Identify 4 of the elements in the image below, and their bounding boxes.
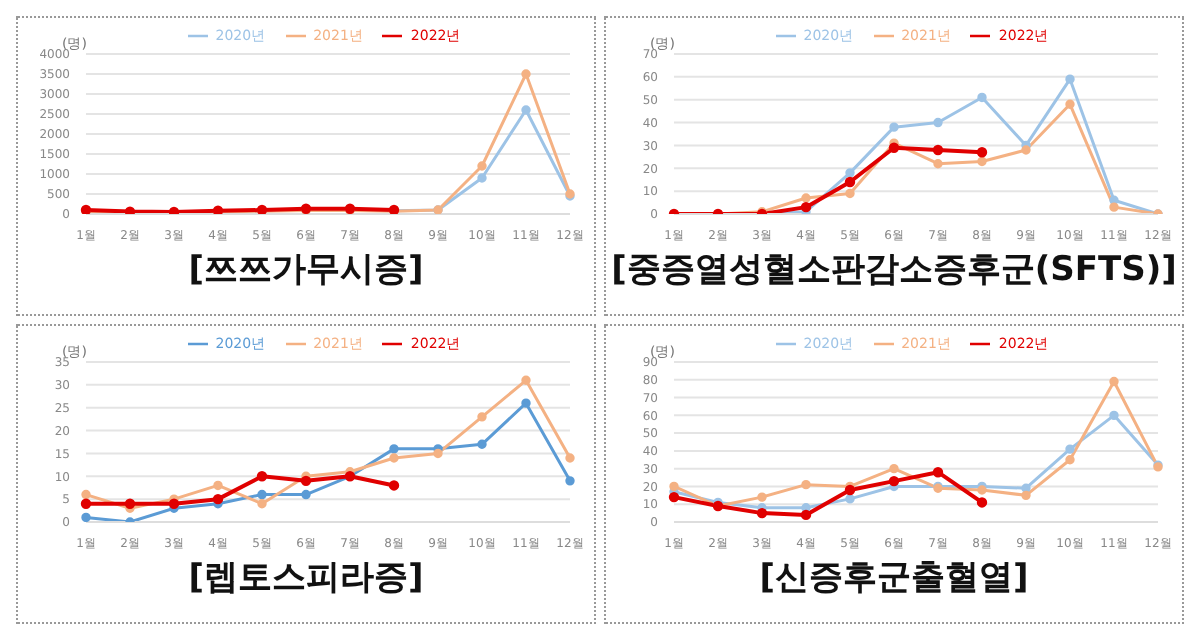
text: [렙토스피라증] <box>186 556 426 600</box>
text: [중증열성혈소판감소증후군(SFTS)] <box>609 248 1179 292</box>
text: [쯔쯔가무시증] <box>186 248 426 292</box>
text: [신증후군출혈열] <box>757 556 1031 600</box>
